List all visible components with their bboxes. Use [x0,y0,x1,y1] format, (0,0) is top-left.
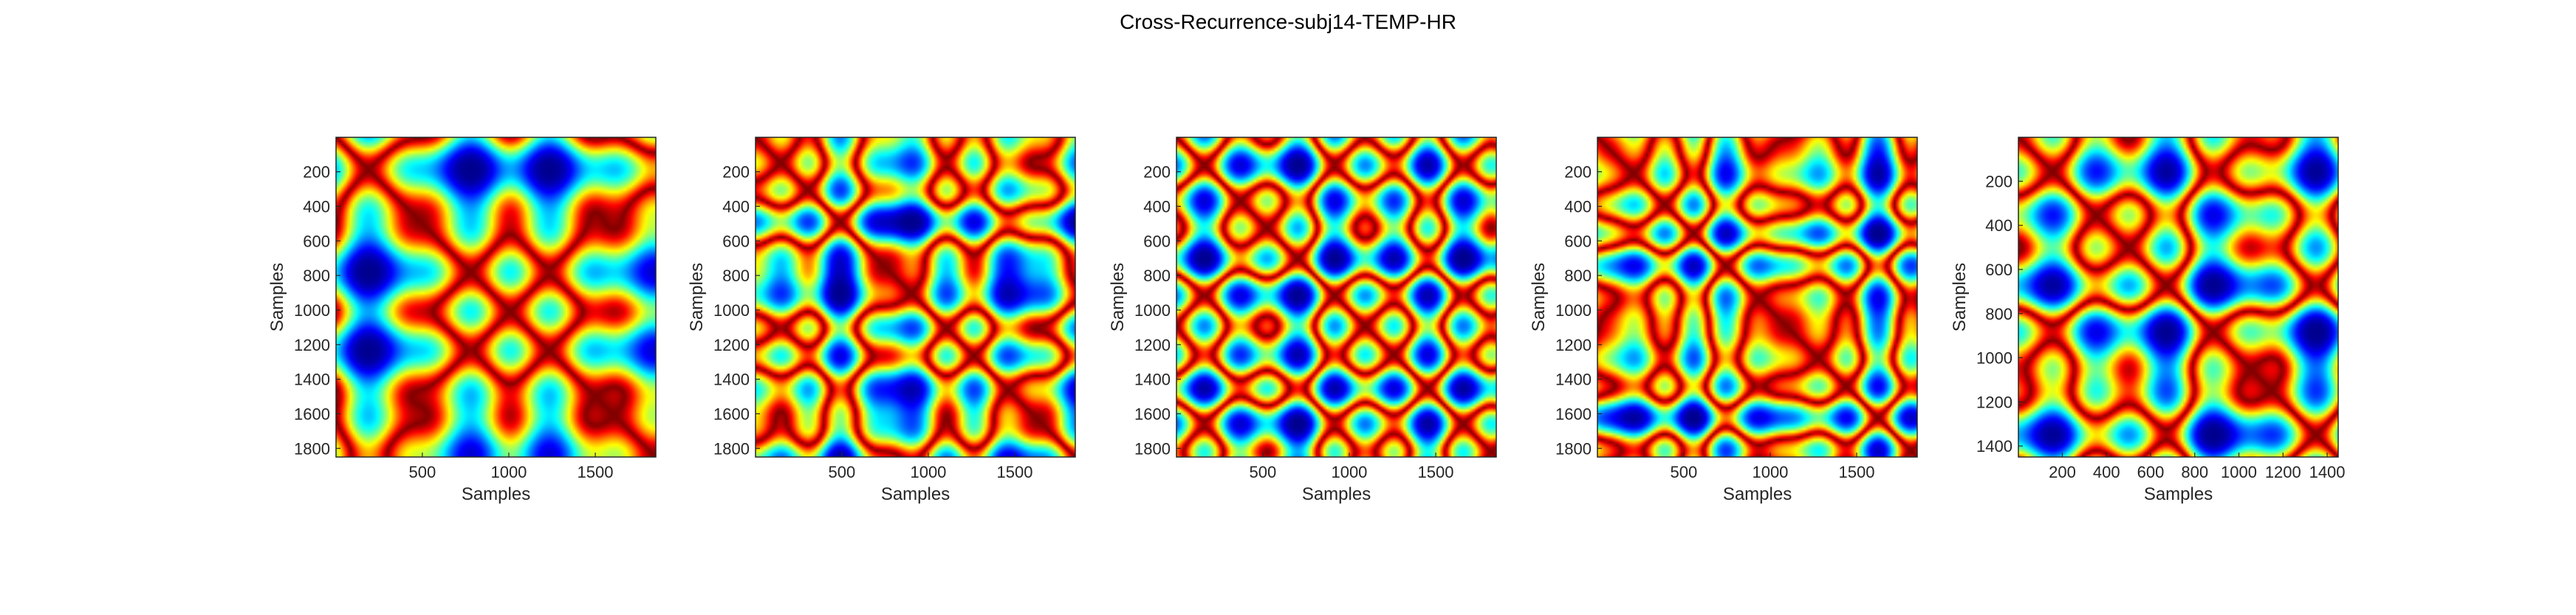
x-tick-label: 500 [408,463,436,481]
x-axis-label: Samples [462,484,530,504]
x-tick-label: 200 [2049,463,2076,481]
y-tick-label: 200 [303,163,330,182]
y-tick-label: 400 [722,197,750,216]
heatmap-image [2018,137,2338,457]
y-tick-label: 1600 [713,405,750,423]
y-tick-label: 200 [1564,163,1592,182]
y-axis-label: Samples [1529,263,1549,331]
subplot-5: 200 400 600 800 1000 1200 1400 200 400 600 800 1000… [1950,137,2346,504]
y-tick-label: 1400 [1134,371,1171,389]
axes-box [2018,137,2339,458]
y-tick-label: 1800 [713,439,750,458]
x-tick-label: 1500 [1418,463,1454,481]
subplot-4: 500 1000 1500 200 400 600 800 1000 1200 1400 1600 1… [1529,137,1918,504]
axes-box [335,137,657,458]
heatmap-image [336,137,656,457]
y-tick-label: 600 [1985,261,2012,279]
y-tick-label: 200 [1985,172,2012,190]
x-tick-label: 1000 [910,463,946,481]
y-tick-label: 1800 [1555,439,1592,458]
y-tick-label: 200 [722,163,750,182]
x-tick-label: 1000 [1752,463,1788,481]
y-tick-label: 400 [1985,216,2012,235]
axes-box [755,137,1076,458]
y-tick-label: 1400 [1555,371,1592,389]
x-axis-label: Samples [2144,484,2213,504]
y-tick-label: 1600 [1134,405,1171,423]
y-tick-label: 800 [1143,267,1171,285]
x-tick-label: 500 [828,463,855,481]
y-tick-label: 1000 [1555,301,1592,320]
y-tick-label: 1400 [1976,437,2012,456]
x-tick-label: 500 [1670,463,1697,481]
y-tick-label: 600 [303,232,330,250]
x-tick-label: 500 [1249,463,1276,481]
y-tick-label: 1000 [1976,349,2012,368]
x-tick-label: 1500 [997,463,1033,481]
subplot-1: 500 1000 1500 200 400 600 800 1000 1200 1400 1600 1… [267,137,657,504]
y-tick-label: 1200 [294,336,330,354]
y-tick-label: 1600 [1555,405,1592,423]
y-tick-label: 200 [1143,163,1171,182]
x-axis-label: Samples [881,484,950,504]
y-tick-label: 1200 [1555,336,1592,354]
x-axis-label: Samples [1302,484,1371,504]
x-axis-label: Samples [1723,484,1792,504]
y-tick-label: 1800 [294,439,330,458]
y-tick-label: 600 [722,232,750,250]
heatmap-image [756,137,1075,457]
y-tick-label: 1200 [1976,393,2012,411]
x-tick-label: 1000 [2221,463,2257,481]
y-tick-label: 1800 [1134,439,1171,458]
y-tick-label: 1200 [713,336,750,354]
y-tick-label: 600 [1143,232,1171,250]
x-tick-label: 600 [2137,463,2165,481]
y-tick-label: 1400 [713,371,750,389]
x-tick-label: 800 [2181,463,2208,481]
y-axis-label: Samples [1950,263,1970,331]
y-tick-label: 800 [722,267,750,285]
y-tick-label: 1000 [713,301,750,320]
x-tick-label: 1000 [490,463,527,481]
y-tick-label: 400 [303,197,330,216]
y-tick-label: 800 [1985,305,2012,323]
figure-title: Cross-Recurrence-subj14-TEMP-HR [1120,10,1456,33]
y-axis-label: Samples [687,263,707,331]
x-tick-label: 1500 [578,463,614,481]
x-tick-label: 1000 [1331,463,1367,481]
x-tick-label: 1400 [2309,463,2346,481]
axes-box [1176,137,1497,458]
y-tick-label: 1000 [294,301,330,320]
subplot-2: 500 1000 1500 200 400 600 800 1000 1200 1400 1600 1… [687,137,1076,504]
y-tick-label: 1000 [1134,301,1171,320]
y-tick-label: 800 [303,267,330,285]
axes-box [1597,137,1918,458]
y-tick-label: 400 [1143,197,1171,216]
y-axis-label: Samples [267,263,287,331]
x-tick-label: 1500 [1839,463,1875,481]
x-tick-label: 400 [2093,463,2120,481]
y-tick-label: 600 [1564,232,1592,250]
y-tick-label: 1400 [294,371,330,389]
y-tick-label: 1600 [294,405,330,423]
subplot-3: 500 1000 1500 200 400 600 800 1000 1200 1400 1600 1… [1108,137,1497,504]
y-axis-label: Samples [1108,263,1128,331]
heatmap-image [1597,137,1917,457]
heatmap-image [1176,137,1496,457]
y-tick-label: 800 [1564,267,1592,285]
x-tick-label: 1200 [2265,463,2301,481]
y-tick-label: 1200 [1134,336,1171,354]
y-tick-label: 400 [1564,197,1592,216]
